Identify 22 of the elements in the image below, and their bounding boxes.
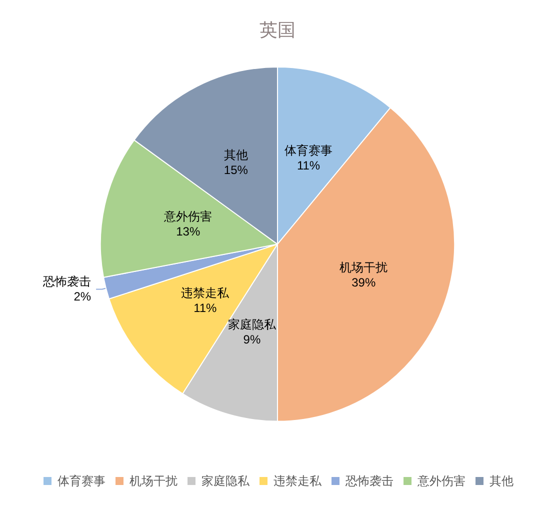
slice-label: 恐怖袭击 — [42, 274, 92, 289]
data-label: 13% — [176, 224, 200, 239]
slice-label: 机场干扰 — [340, 260, 388, 275]
slice-label: 意外伤害 — [163, 210, 212, 224]
data-label: 39% — [352, 276, 376, 290]
slice-label: 家庭隐私 — [228, 318, 277, 332]
legend-label: 机场干扰 — [130, 474, 178, 488]
slice-label: 违禁走私 — [181, 286, 230, 300]
legend-label: 其他 — [490, 474, 514, 488]
data-label: 15% — [224, 163, 248, 178]
data-label: 11% — [296, 158, 320, 173]
legend-label: 恐怖袭击 — [344, 474, 394, 488]
legend-label: 家庭隐私 — [202, 474, 250, 488]
legend-label: 意外伤害 — [416, 474, 466, 488]
legend-label: 违禁走私 — [274, 474, 322, 488]
slice-label: 其他 — [224, 148, 248, 162]
data-label: 2% — [74, 290, 92, 304]
data-label: 9% — [243, 332, 261, 347]
slice-label: 体育赛事 — [284, 144, 333, 158]
legend-label: 体育赛事 — [58, 474, 106, 488]
chart-title: 英国 — [260, 20, 296, 40]
data-label: 11% — [194, 300, 218, 315]
